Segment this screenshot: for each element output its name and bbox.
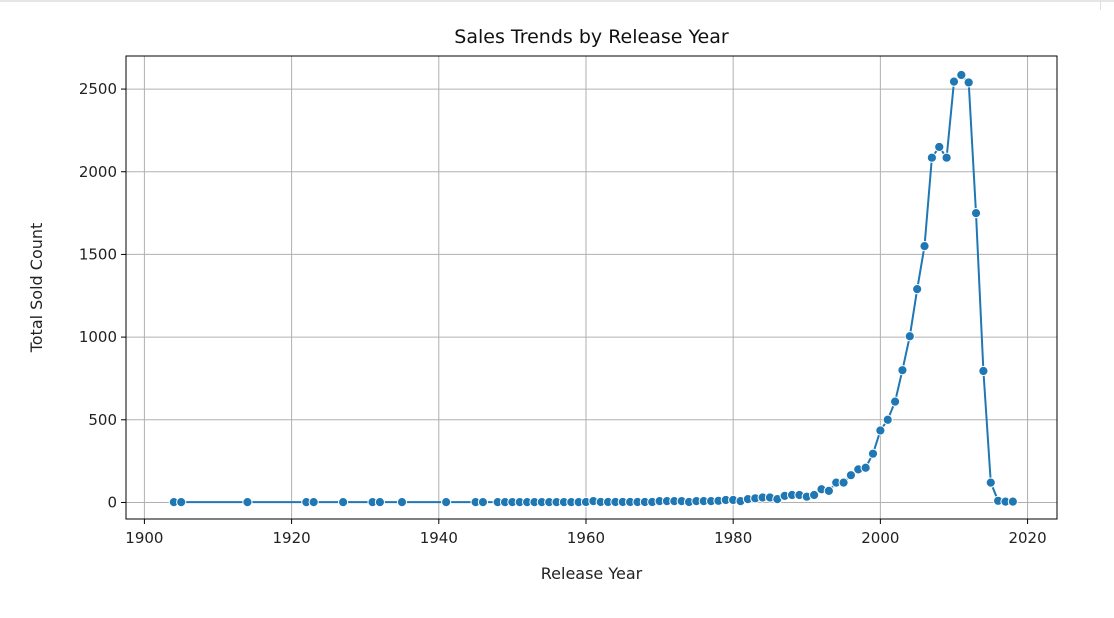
- data-point: [919, 241, 930, 252]
- data-point: [845, 470, 857, 481]
- x-tick-label: 2020: [1008, 529, 1046, 547]
- x-tick-label: 1900: [125, 529, 163, 547]
- ticks-layer: 1900 1920 1940 1960 1980 2000 2020 0 500 1000 1500…: [79, 80, 1047, 547]
- series-layer: [168, 69, 1018, 508]
- series-line: [173, 73, 1013, 504]
- data-point: [970, 207, 982, 219]
- data-point: [823, 485, 834, 496]
- top-rule: [0, 0, 1114, 2]
- data-point: [396, 497, 408, 508]
- data-point: [882, 414, 893, 425]
- grid-layer: [126, 56, 1057, 519]
- y-tick-label: 1500: [79, 245, 117, 263]
- data-point: [477, 497, 489, 508]
- chart-title: Sales Trends by Release Year: [454, 26, 729, 48]
- data-point: [985, 477, 996, 488]
- data-point: [875, 425, 886, 436]
- x-tick-label: 1980: [714, 529, 752, 547]
- y-tick-label: 500: [88, 411, 117, 429]
- data-point: [926, 152, 937, 163]
- data-point: [941, 152, 952, 163]
- data-point: [867, 448, 879, 459]
- data-point: [963, 77, 974, 88]
- data-point: [1007, 496, 1018, 507]
- data-point: [242, 497, 253, 508]
- data-point: [904, 331, 915, 342]
- data-point: [860, 462, 871, 473]
- data-point: [308, 497, 319, 508]
- data-point: [948, 76, 960, 87]
- x-tick-label: 2000: [861, 529, 899, 547]
- data-point: [956, 69, 967, 81]
- data-point: [338, 497, 349, 508]
- data-point: [809, 489, 820, 501]
- data-point: [374, 497, 386, 508]
- x-tick-label: 1960: [567, 529, 605, 547]
- top-rule-edge: [1100, 0, 1101, 10]
- y-axis-label: Total Sold Count: [27, 223, 46, 354]
- data-point: [838, 477, 849, 488]
- data-point: [978, 365, 989, 377]
- data-point: [934, 141, 945, 153]
- x-axis-label: Release Year: [541, 564, 643, 583]
- data-point: [912, 284, 923, 295]
- y-tick-label: 2500: [79, 80, 117, 98]
- data-point: [441, 497, 452, 508]
- data-point: [176, 497, 187, 508]
- data-point: [889, 396, 901, 407]
- y-tick-label: 0: [107, 493, 117, 511]
- y-tick-label: 1000: [79, 328, 117, 346]
- x-tick-label: 1920: [272, 529, 310, 547]
- y-tick-label: 2000: [79, 163, 117, 181]
- x-tick-label: 1940: [420, 529, 458, 547]
- plot-frame: [125, 55, 1058, 520]
- data-point: [897, 365, 908, 376]
